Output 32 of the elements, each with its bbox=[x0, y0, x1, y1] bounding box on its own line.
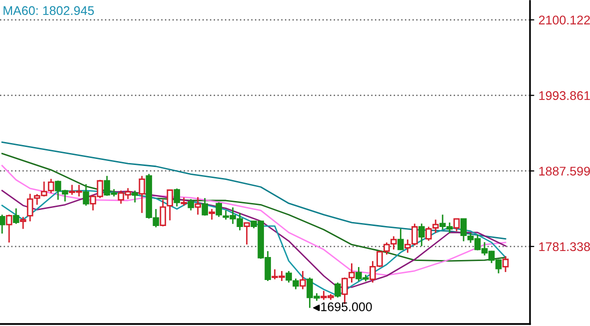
y-tick-label: 1781.338 bbox=[539, 242, 590, 252]
candlestick bbox=[82, 183, 90, 206]
candlestick bbox=[6, 214, 12, 244]
y-tick-label: 1993.861 bbox=[539, 91, 590, 100]
candlestick bbox=[20, 216, 26, 230]
candlestick bbox=[216, 202, 222, 218]
candlestick bbox=[138, 175, 146, 214]
candlestick bbox=[334, 282, 341, 298]
annotation: 1695.000 bbox=[321, 302, 372, 312]
candlestick bbox=[453, 218, 460, 232]
candlestick bbox=[48, 178, 54, 194]
candlestick bbox=[0, 214, 6, 234]
candlestick bbox=[300, 270, 306, 290]
annotation: MA60: 1802.945 bbox=[4, 6, 94, 16]
candlestick bbox=[502, 255, 509, 273]
candlestick bbox=[194, 196, 202, 216]
candlestick bbox=[292, 278, 299, 290]
candlestick bbox=[398, 228, 404, 251]
candlestick bbox=[244, 222, 250, 246]
y-tick-label: 1887.599 bbox=[539, 166, 590, 176]
candlestick bbox=[208, 208, 215, 220]
candlestick bbox=[160, 199, 166, 228]
candlestick bbox=[188, 198, 194, 212]
candlestick bbox=[174, 188, 180, 208]
candlestick bbox=[12, 208, 20, 225]
candlestick bbox=[202, 197, 208, 216]
candlestick bbox=[286, 270, 292, 284]
candlestick bbox=[418, 222, 425, 247]
candlestick bbox=[132, 190, 138, 204]
candlestick bbox=[166, 188, 174, 222]
y-tick-label: 2100.122 bbox=[538, 16, 590, 24]
line-series bbox=[1, 152, 506, 262]
